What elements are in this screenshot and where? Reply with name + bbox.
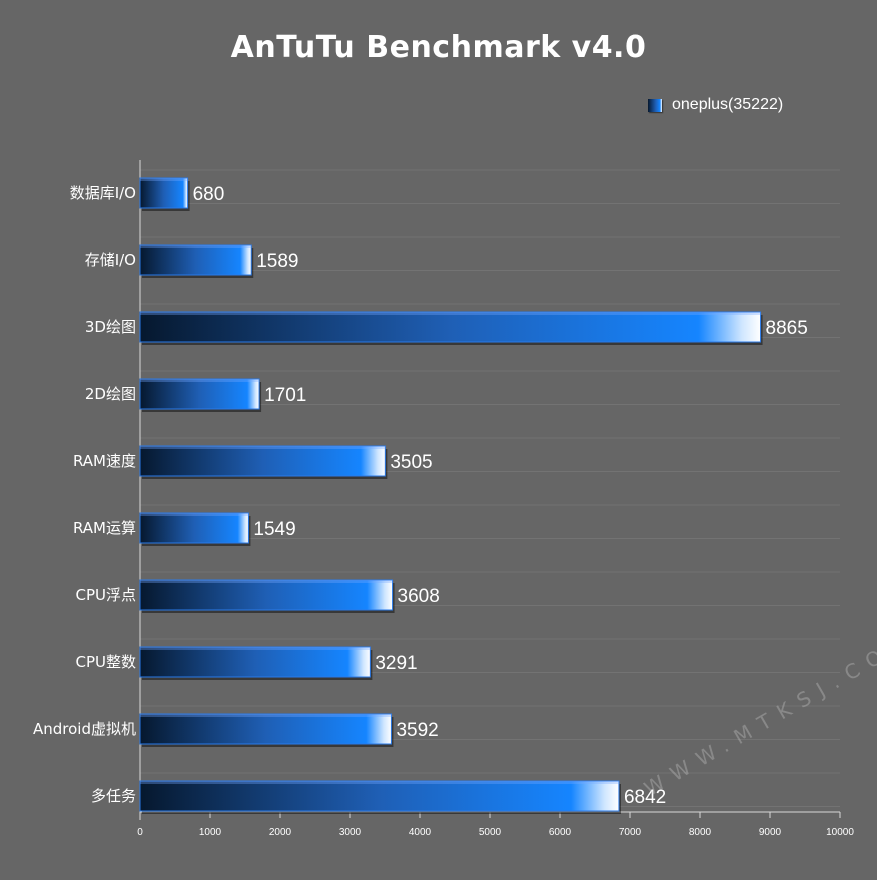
category-label: CPU浮点	[76, 586, 137, 604]
data-label: 6842	[624, 787, 666, 808]
data-label: 1589	[256, 251, 298, 272]
bar-highlight	[140, 647, 371, 650]
bar	[139, 713, 392, 745]
category-label: 存储I/O	[85, 251, 136, 269]
data-label: 1549	[253, 519, 295, 540]
bar-highlight	[140, 714, 392, 717]
bar-highlight	[140, 513, 249, 516]
data-label: 680	[193, 184, 225, 205]
x-tick-label: 4000	[409, 827, 432, 838]
data-label: 3608	[398, 586, 440, 607]
legend-swatch	[648, 98, 662, 112]
x-tick-label: 1000	[199, 827, 222, 838]
bar-highlight	[140, 178, 188, 181]
x-tick-label: 7000	[619, 827, 642, 838]
bar	[139, 311, 762, 343]
category-label: 多任务	[91, 787, 136, 805]
labels: 0 1000 2000 3000 4000 5000 6000 7000 8000 9000 100…	[33, 184, 854, 838]
category-label: 数据库I/O	[70, 184, 136, 202]
x-tick-label: 6000	[549, 827, 572, 838]
x-tick-label: 9000	[759, 827, 782, 838]
x-tick-label: 5000	[479, 827, 502, 838]
bars	[139, 177, 763, 814]
chart-title: AnTuTu Benchmark v4.0	[230, 30, 647, 65]
category-label: RAM速度	[73, 452, 136, 470]
x-tick-label: 2000	[269, 827, 292, 838]
data-label: 1701	[264, 385, 306, 406]
bar	[139, 512, 249, 544]
x-tick-label: 8000	[689, 827, 712, 838]
bar	[139, 177, 189, 209]
category-label: 2D绘图	[85, 385, 136, 403]
bar	[139, 244, 252, 276]
category-label: CPU整数	[76, 653, 137, 671]
data-label: 8865	[766, 318, 808, 339]
bar-highlight	[140, 245, 252, 248]
category-label: RAM运算	[73, 519, 136, 537]
data-label: 3592	[396, 720, 438, 741]
bar	[139, 780, 620, 812]
x-tick-label: 3000	[339, 827, 362, 838]
bar-highlight	[140, 379, 260, 382]
legend-label: oneplus(35222)	[672, 96, 784, 113]
x-tick-label: 10000	[826, 827, 854, 838]
bar-highlight	[140, 312, 761, 315]
data-label: 3505	[390, 452, 432, 473]
bar	[139, 646, 371, 678]
bar	[139, 445, 386, 477]
bar-highlight	[140, 580, 393, 583]
category-label: 3D绘图	[85, 318, 136, 336]
legend: oneplus(35222)	[648, 96, 783, 114]
x-tick-label: 0	[137, 827, 143, 838]
bar-highlight	[140, 446, 386, 449]
bar-highlight	[140, 781, 619, 784]
category-label: Android虚拟机	[33, 720, 136, 738]
bar	[139, 378, 260, 410]
data-label: 3291	[375, 653, 417, 674]
bar	[139, 579, 394, 611]
